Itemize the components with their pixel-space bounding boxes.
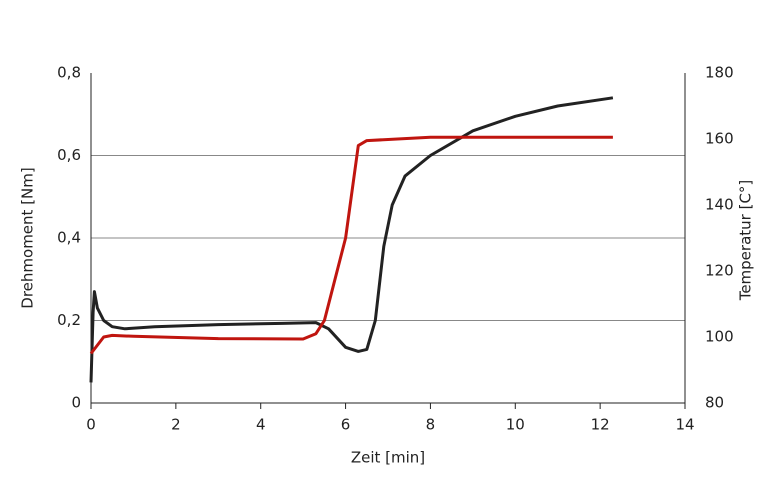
y-tick-label: 0 — [71, 394, 81, 412]
x-tick-label: 10 — [506, 416, 525, 434]
y-tick-label: 0,8 — [57, 64, 81, 82]
x-tick-label: 12 — [591, 416, 610, 434]
y-tick-label: 0,4 — [57, 229, 81, 247]
y2-tick-label: 160 — [705, 130, 734, 148]
x-tick-label: 14 — [675, 416, 694, 434]
y-tick-label: 0,2 — [57, 311, 81, 329]
data-line — [89, 96, 614, 383]
x-axis-title: Zeit [min] — [351, 449, 425, 467]
y-tick-label: 0,6 — [57, 146, 81, 164]
y-axis-title: Drehmoment [Nm] — [19, 167, 37, 308]
y2-tick-label: 120 — [705, 262, 734, 280]
y2-tick-label: 80 — [705, 394, 724, 412]
y2-axis-title: Temperatur [C°] — [737, 180, 755, 302]
y2-tick-label: 140 — [705, 196, 734, 214]
data-line — [89, 135, 613, 355]
x-tick-label: 8 — [426, 416, 436, 434]
y2-tick-label: 100 — [705, 328, 734, 346]
y2-tick-label: 180 — [705, 64, 734, 82]
x-tick-label: 2 — [171, 416, 181, 434]
x-tick-label: 0 — [86, 416, 96, 434]
x-tick-label: 6 — [341, 416, 351, 434]
x-tick-label: 4 — [256, 416, 266, 434]
